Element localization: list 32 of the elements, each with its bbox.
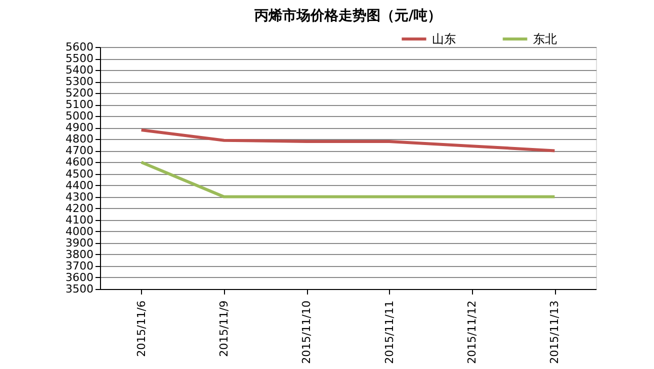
y-tick-label: 4600 [66, 156, 94, 169]
y-tick-label: 4500 [66, 167, 94, 180]
y-tick-label: 5300 [66, 75, 94, 88]
y-tick-label: 4400 [66, 178, 94, 192]
y-tick-label: 3700 [66, 259, 94, 272]
x-tick-label: 2015/11/6 [134, 300, 148, 357]
y-tick-label: 5500 [66, 52, 94, 66]
y-tick-label: 5600 [66, 40, 94, 54]
y-tick-label: 3800 [66, 248, 94, 261]
y-tick-label: 4900 [66, 121, 94, 134]
x-tick-label: 2015/11/10 [300, 300, 314, 364]
y-tick-label: 3600 [66, 270, 94, 284]
y-tick-label: 4700 [66, 144, 94, 158]
y-tick-label: 5100 [66, 98, 94, 112]
y-tick-label: 5400 [66, 64, 94, 77]
y-tick-label: 4200 [66, 202, 94, 215]
x-tick-label: 2015/11/12 [466, 300, 478, 364]
line-series [140, 128, 556, 152]
x-tick-label: 2015/11/13 [548, 300, 562, 364]
y-tick-label: 5000 [66, 110, 94, 123]
y-tick-label: 5200 [66, 86, 94, 100]
y-tick-label: 4100 [66, 213, 94, 226]
y-tick-label: 3500 [66, 282, 94, 296]
y-tick-label: 3900 [66, 236, 94, 250]
y-tick-label: 4300 [66, 190, 94, 204]
legend-label: 东北 [533, 32, 557, 46]
x-tick-label: 2015/11/9 [218, 300, 230, 357]
chart-title: 丙烯市场价格走势图（元/吨） [253, 7, 442, 24]
y-tick-label: 4800 [66, 132, 94, 146]
x-tick-label: 2015/11/11 [382, 300, 396, 364]
legend-label: 山东 [432, 32, 456, 46]
y-tick-label: 4000 [66, 224, 94, 238]
